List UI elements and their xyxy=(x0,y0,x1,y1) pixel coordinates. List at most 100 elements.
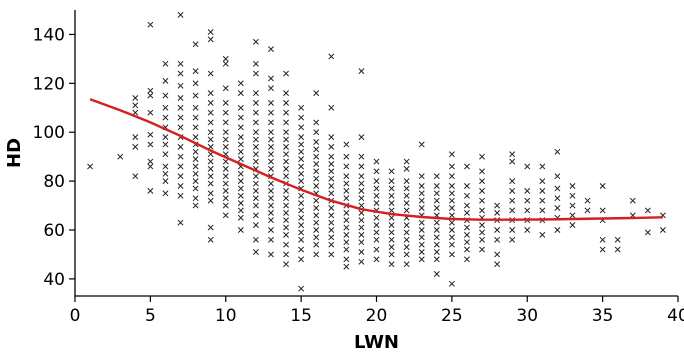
data-point xyxy=(313,139,320,145)
data-point xyxy=(433,227,440,233)
data-point xyxy=(539,178,546,185)
data-point xyxy=(373,256,380,263)
data-point xyxy=(569,192,576,199)
data-point xyxy=(192,156,199,163)
data-point xyxy=(599,207,606,214)
data-point xyxy=(298,285,305,292)
data-point xyxy=(147,21,154,28)
data-point xyxy=(313,205,320,211)
data-point xyxy=(207,197,214,204)
data-point xyxy=(252,236,259,243)
data-point xyxy=(237,124,244,131)
data-point xyxy=(252,136,259,143)
data-point xyxy=(644,229,651,236)
y-tick-label: 140 xyxy=(33,25,65,45)
data-point xyxy=(644,207,651,214)
y-tick-label: 120 xyxy=(33,74,65,94)
data-point xyxy=(177,153,184,160)
data-point xyxy=(283,195,290,202)
data-point xyxy=(162,114,169,121)
data-point xyxy=(358,134,365,141)
data-point xyxy=(162,104,169,111)
data-point xyxy=(403,229,410,236)
data-point xyxy=(418,190,425,197)
data-point xyxy=(268,119,274,126)
data-point xyxy=(358,224,365,231)
data-point xyxy=(524,207,531,214)
data-point xyxy=(252,60,259,67)
data-point xyxy=(403,222,410,229)
data-point xyxy=(358,209,365,216)
y-tick-label: 60 xyxy=(43,221,65,241)
data-point xyxy=(313,234,320,241)
data-point xyxy=(283,261,290,268)
data-point xyxy=(268,202,274,209)
data-point xyxy=(328,251,335,258)
data-point xyxy=(162,141,169,148)
data-point xyxy=(87,163,94,170)
data-point xyxy=(147,158,154,165)
data-point xyxy=(147,109,154,116)
data-point xyxy=(298,156,305,163)
data-point xyxy=(298,178,305,185)
data-point xyxy=(448,241,455,248)
data-point xyxy=(177,11,184,18)
data-point xyxy=(463,192,470,199)
data-point xyxy=(298,141,305,148)
data-point xyxy=(177,95,184,101)
data-point xyxy=(494,209,501,216)
data-point xyxy=(388,229,395,236)
data-point xyxy=(463,256,470,263)
data-point xyxy=(373,214,380,221)
data-point xyxy=(237,178,244,185)
ticks-group: 0 5 10 15 20 25 30 35 40 40 60 80 100 120 140 xyxy=(33,25,684,326)
data-point xyxy=(177,60,184,67)
data-point xyxy=(268,85,274,92)
data-point xyxy=(313,168,320,175)
data-point xyxy=(283,209,290,216)
data-point xyxy=(358,195,365,202)
data-point xyxy=(554,148,561,155)
data-point xyxy=(343,180,350,187)
data-point xyxy=(343,141,350,148)
data-point xyxy=(268,143,274,150)
data-point xyxy=(659,227,666,233)
data-point xyxy=(298,200,305,207)
data-point xyxy=(222,85,229,92)
data-point xyxy=(463,163,470,170)
data-point xyxy=(177,70,184,77)
data-point xyxy=(283,151,290,158)
data-point xyxy=(237,148,244,155)
data-point xyxy=(358,180,365,187)
data-point xyxy=(207,236,214,243)
data-point xyxy=(418,205,425,211)
data-point xyxy=(448,163,455,170)
data-point xyxy=(237,170,244,177)
data-point xyxy=(222,119,229,126)
x-axis-title: LWN xyxy=(354,332,399,353)
data-point xyxy=(539,163,546,170)
data-point xyxy=(509,187,516,194)
data-point xyxy=(237,185,244,192)
data-point xyxy=(283,187,290,194)
data-point xyxy=(448,190,455,197)
data-point xyxy=(268,165,274,172)
data-point xyxy=(283,217,290,224)
x-tick-label: 10 xyxy=(215,306,237,326)
data-point xyxy=(328,183,335,189)
data-point xyxy=(479,246,485,253)
data-point xyxy=(629,197,636,204)
data-point xyxy=(539,187,546,194)
data-point xyxy=(403,165,410,172)
data-point xyxy=(388,251,395,258)
data-point xyxy=(448,219,455,226)
data-point xyxy=(132,173,139,180)
data-point xyxy=(418,227,425,233)
data-point xyxy=(252,119,259,126)
data-point xyxy=(252,180,259,187)
data-point xyxy=(207,109,214,116)
data-point xyxy=(207,70,214,77)
data-point xyxy=(222,173,229,180)
data-point xyxy=(283,231,290,238)
